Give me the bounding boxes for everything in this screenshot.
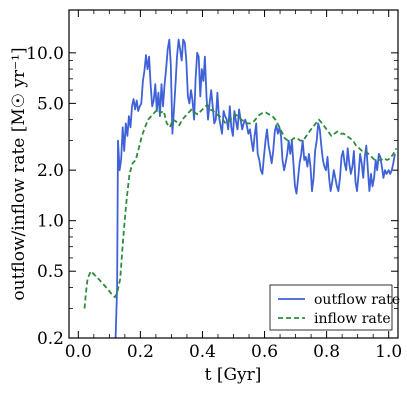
y-tick-label: 2.0	[37, 161, 64, 181]
x-tick-label: 0.4	[189, 342, 216, 362]
legend-label-outflow: outflow rate	[314, 292, 400, 308]
legend: outflow rate inflow rate	[269, 284, 400, 331]
y-tick-label: 0.5	[37, 262, 64, 282]
series-line-inflow	[83, 103, 398, 309]
x-tick-label: 1.0	[375, 342, 402, 362]
x-tick-label: 0.6	[251, 342, 278, 362]
x-tick-label: 0.2	[127, 342, 154, 362]
y-axis-label: outflow/inflow rate [M☉ yr⁻¹]	[9, 47, 29, 300]
y-tick-label: 1.0	[37, 212, 64, 232]
legend-label-inflow: inflow rate	[314, 311, 391, 327]
x-axis-label: t [Gyr]	[205, 365, 262, 385]
series-layer	[83, 38, 398, 338]
plot-frame	[68, 9, 399, 339]
x-tick-label: 0.0	[65, 342, 92, 362]
x-tick-label: 0.8	[313, 342, 340, 362]
legend-box	[269, 284, 393, 331]
series-line-outflow	[114, 38, 396, 338]
y-tick-label: 10.0	[26, 44, 64, 64]
y-tick-label: 0.2	[37, 329, 64, 349]
y-tick-label: 5.0	[37, 94, 64, 114]
tick-labels-layer: 0.0 0.2 0.4 0.6 0.8 1.00.20.51.02.05.010.0	[26, 44, 402, 362]
